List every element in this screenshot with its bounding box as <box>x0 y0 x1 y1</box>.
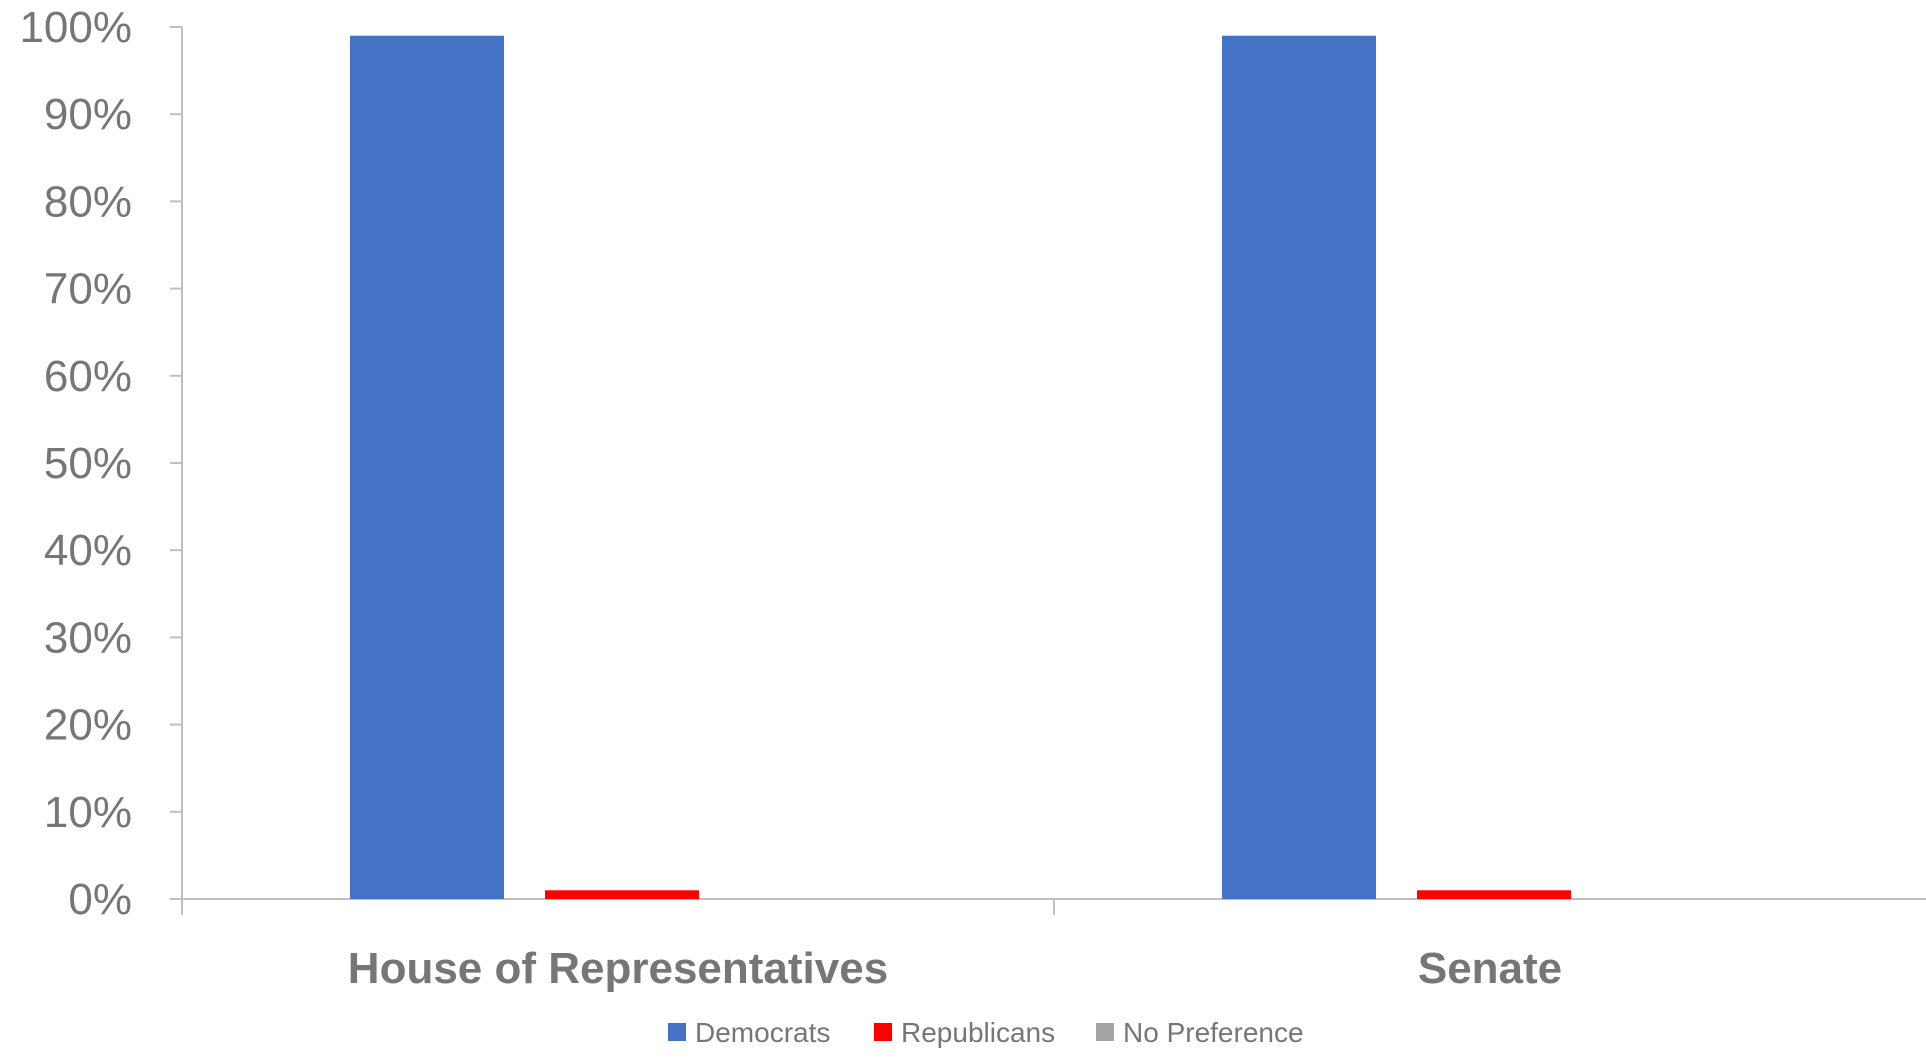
legend-swatch <box>668 1023 686 1041</box>
category-labels: House of Representatives Senate <box>348 944 1562 993</box>
x-axis <box>182 899 1926 915</box>
y-tick-label: 50% <box>44 439 132 488</box>
y-tick-label: 0% <box>68 875 132 924</box>
y-tick-label: 30% <box>44 613 132 662</box>
legend-label: No Preference <box>1123 1017 1304 1048</box>
legend-swatch <box>1096 1023 1114 1041</box>
category-label: Senate <box>1418 944 1562 993</box>
bars <box>350 36 1571 899</box>
y-tick-label: 80% <box>44 177 132 226</box>
legend-label: Republicans <box>901 1017 1055 1048</box>
bar-democrats <box>1222 36 1376 899</box>
legend: Democrats Republicans No Preference <box>668 1017 1304 1048</box>
bar-democrats <box>350 36 504 899</box>
y-tick-label: 40% <box>44 526 132 575</box>
y-tick-label: 70% <box>44 265 132 314</box>
bar-republicans <box>1417 890 1571 899</box>
y-tick-label: 60% <box>44 352 132 401</box>
y-tick-label: 10% <box>44 788 132 837</box>
legend-swatch <box>874 1023 892 1041</box>
y-axis: 0% 10% 20% 30% 40% 50% 60% 70% 80% 90% 100% <box>19 3 182 924</box>
bar-republicans <box>545 890 699 899</box>
y-tick-label: 90% <box>44 90 132 139</box>
y-tick-label: 20% <box>44 701 132 750</box>
legend-label: Democrats <box>695 1017 830 1048</box>
y-tick-label: 100% <box>19 3 132 52</box>
category-label: House of Representatives <box>348 944 888 993</box>
